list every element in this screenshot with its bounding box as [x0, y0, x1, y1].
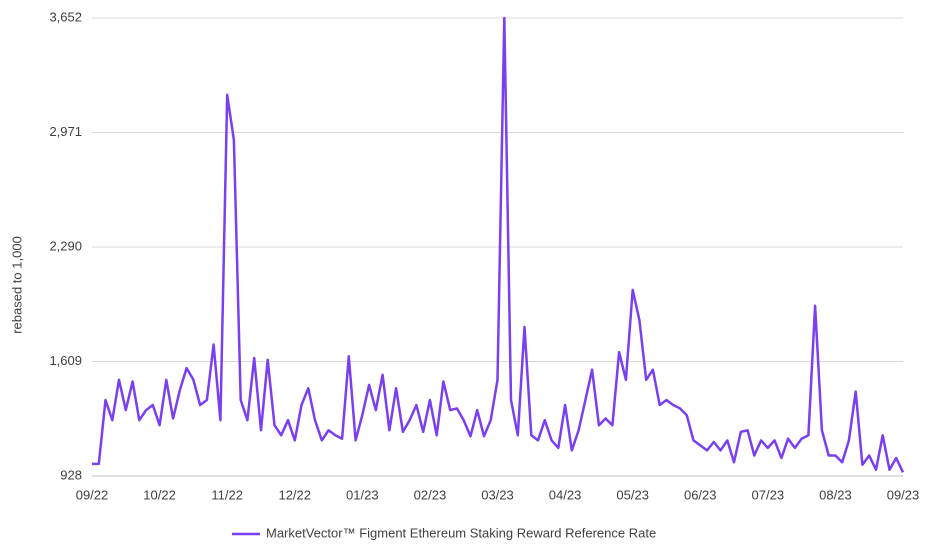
y-tick-label: 2,971 — [49, 124, 82, 139]
x-tick-label: 12/22 — [278, 487, 311, 502]
x-tick-label: 08/23 — [819, 487, 852, 502]
y-tick-label: 928 — [60, 467, 82, 482]
y-tick-label: 3,652 — [49, 9, 82, 24]
y-tick-label: 2,290 — [49, 238, 82, 253]
x-tick-label: 05/23 — [616, 487, 649, 502]
legend-label: MarketVector™ Figment Ethereum Staking R… — [266, 525, 656, 540]
x-tick-label: 09/23 — [887, 487, 920, 502]
x-tick-label: 03/23 — [481, 487, 514, 502]
line-series — [92, 16, 905, 473]
y-tick-label: 1,609 — [49, 353, 82, 368]
x-tick-label: 06/23 — [684, 487, 717, 502]
x-tick-label: 11/22 — [211, 487, 243, 502]
x-tick-label: 09/22 — [76, 487, 109, 502]
y-axis-label: rebased to 1,000 — [9, 236, 24, 334]
x-tick-label: 04/23 — [549, 487, 582, 502]
x-tick-label: 01/23 — [346, 487, 379, 502]
x-tick-label: 02/23 — [414, 487, 447, 502]
x-tick-label: 07/23 — [752, 487, 785, 502]
x-tick-label: 10/22 — [143, 487, 176, 502]
